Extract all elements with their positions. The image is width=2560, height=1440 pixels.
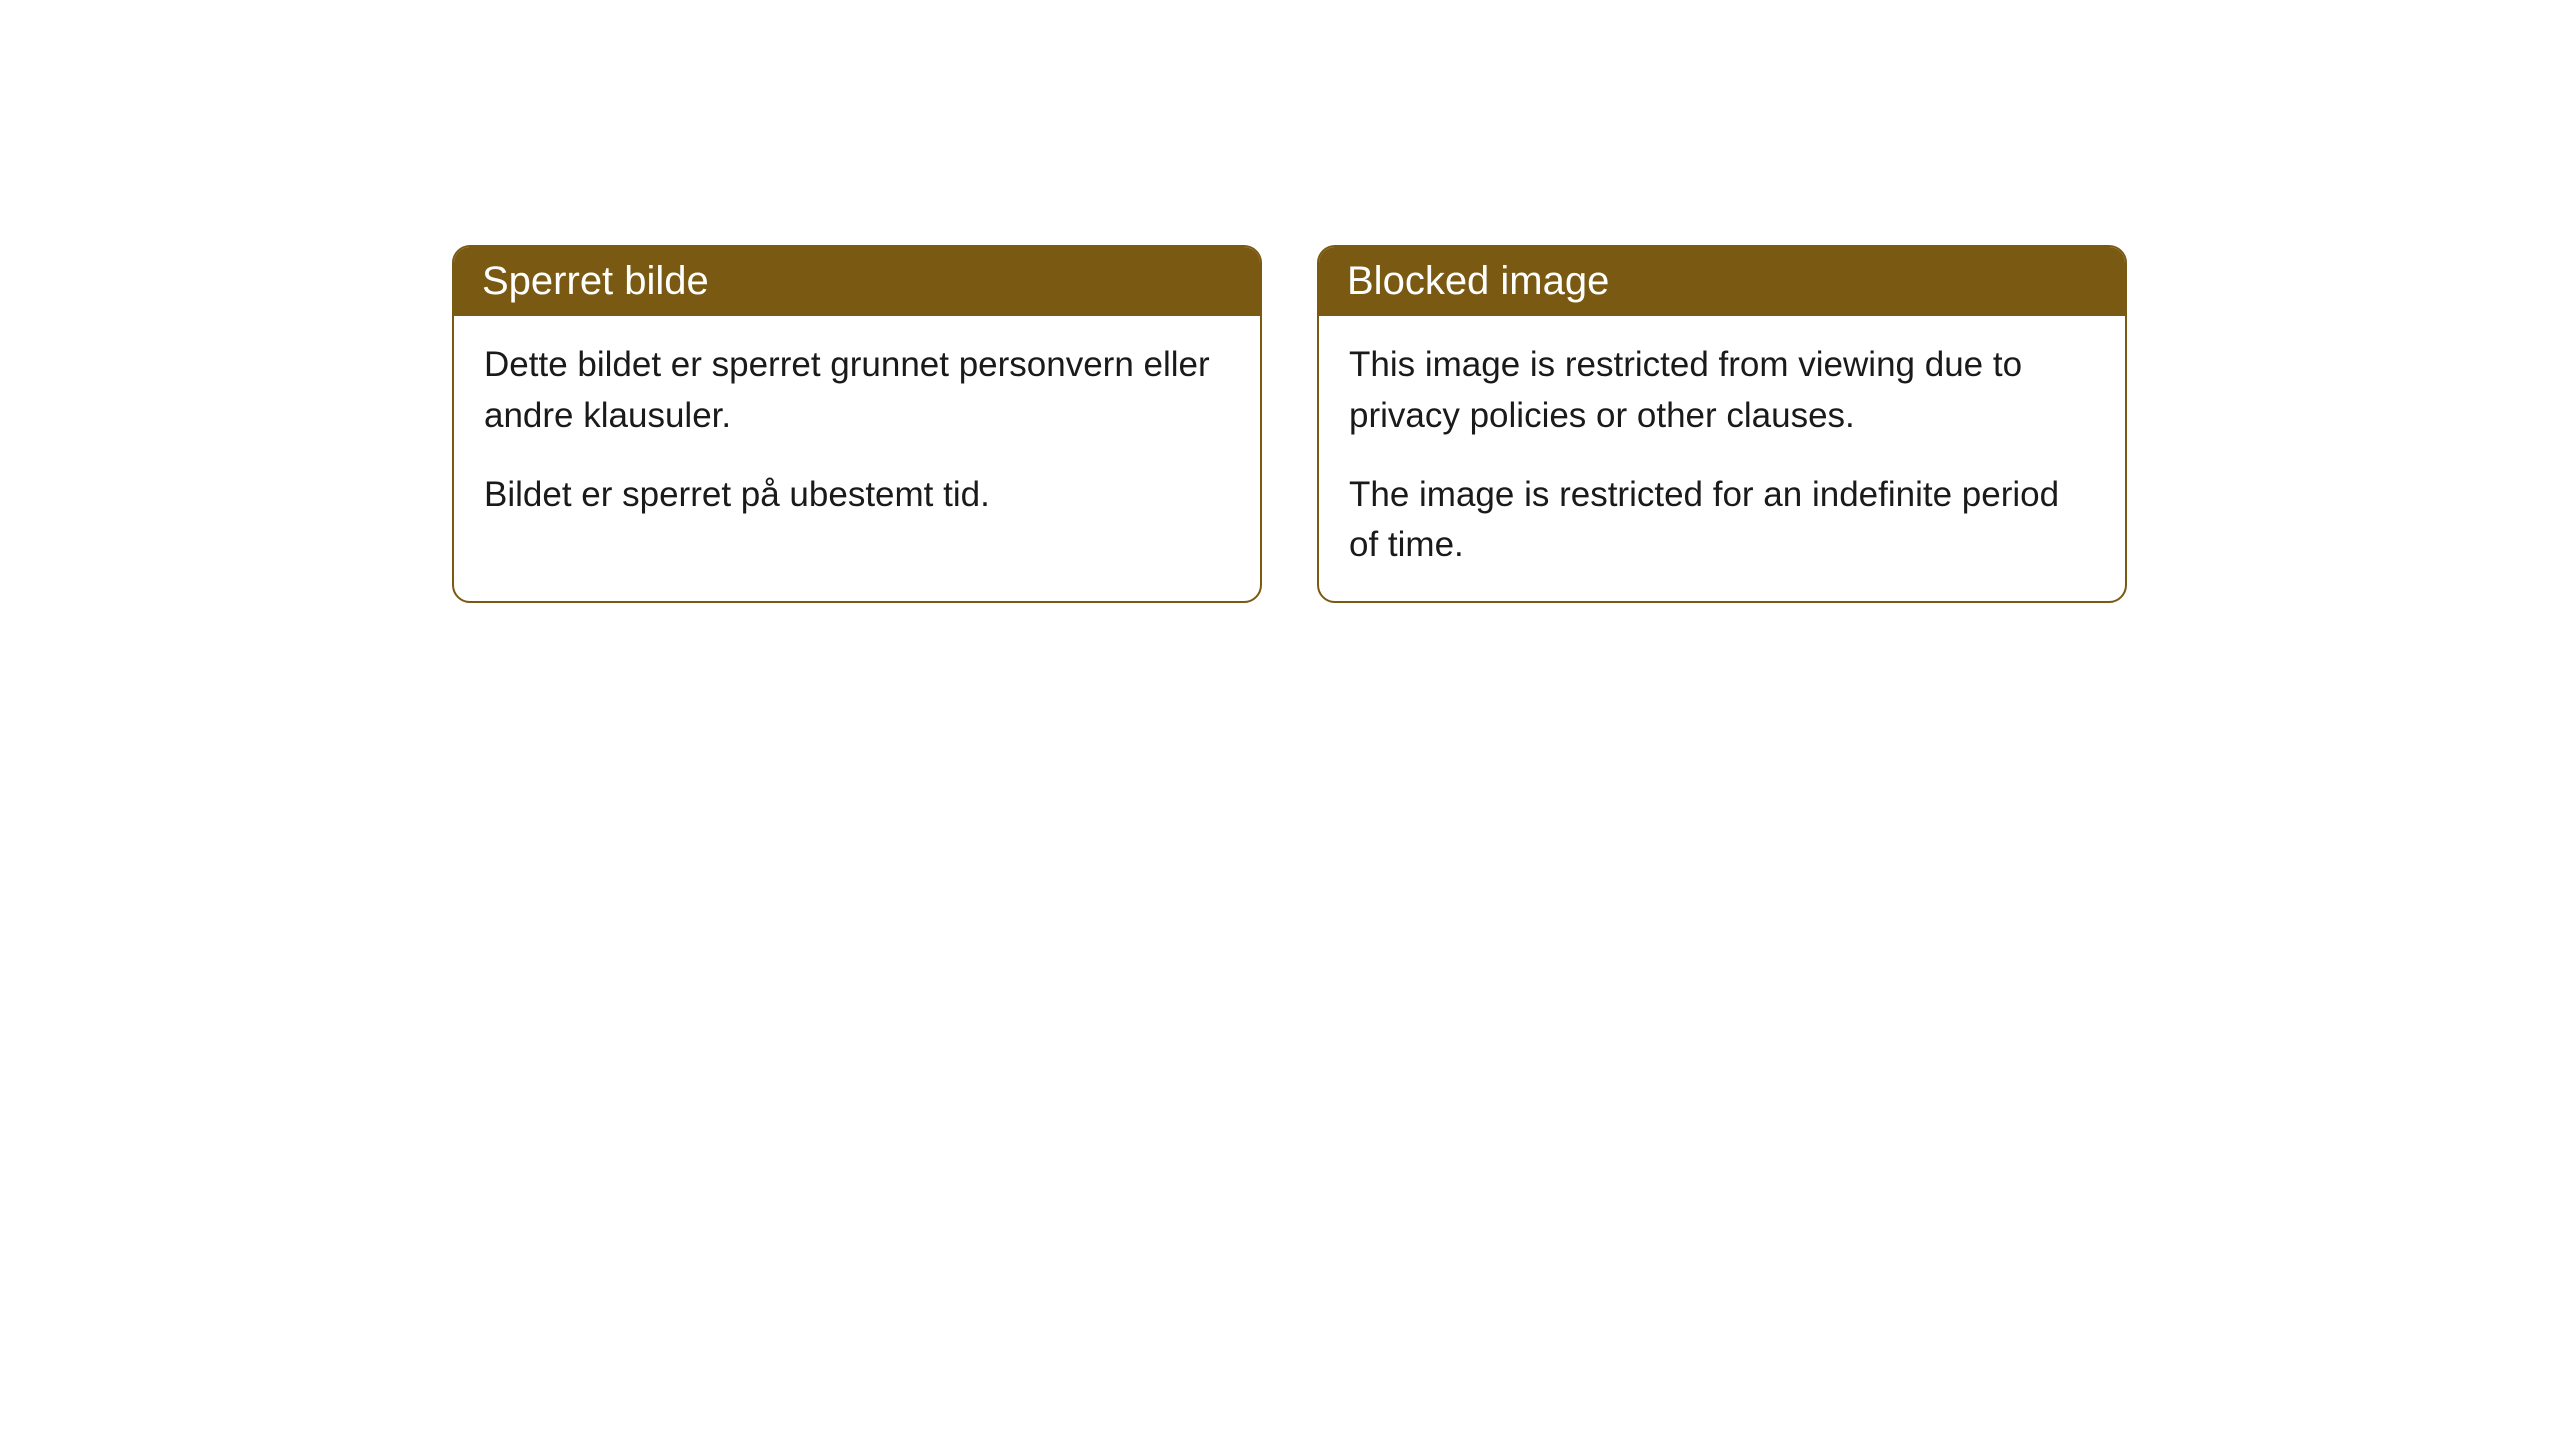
card-header: Blocked image: [1319, 247, 2125, 316]
card-norwegian: Sperret bilde Dette bildet er sperret gr…: [452, 245, 1262, 603]
cards-container: Sperret bilde Dette bildet er sperret gr…: [452, 245, 2127, 603]
card-header: Sperret bilde: [454, 247, 1260, 316]
card-body: This image is restricted from viewing du…: [1319, 316, 2125, 601]
card-paragraph: Dette bildet er sperret grunnet personve…: [484, 340, 1230, 442]
card-body: Dette bildet er sperret grunnet personve…: [454, 316, 1260, 550]
card-paragraph: The image is restricted for an indefinit…: [1349, 470, 2095, 572]
card-paragraph: This image is restricted from viewing du…: [1349, 340, 2095, 442]
card-paragraph: Bildet er sperret på ubestemt tid.: [484, 470, 1230, 521]
card-english: Blocked image This image is restricted f…: [1317, 245, 2127, 603]
